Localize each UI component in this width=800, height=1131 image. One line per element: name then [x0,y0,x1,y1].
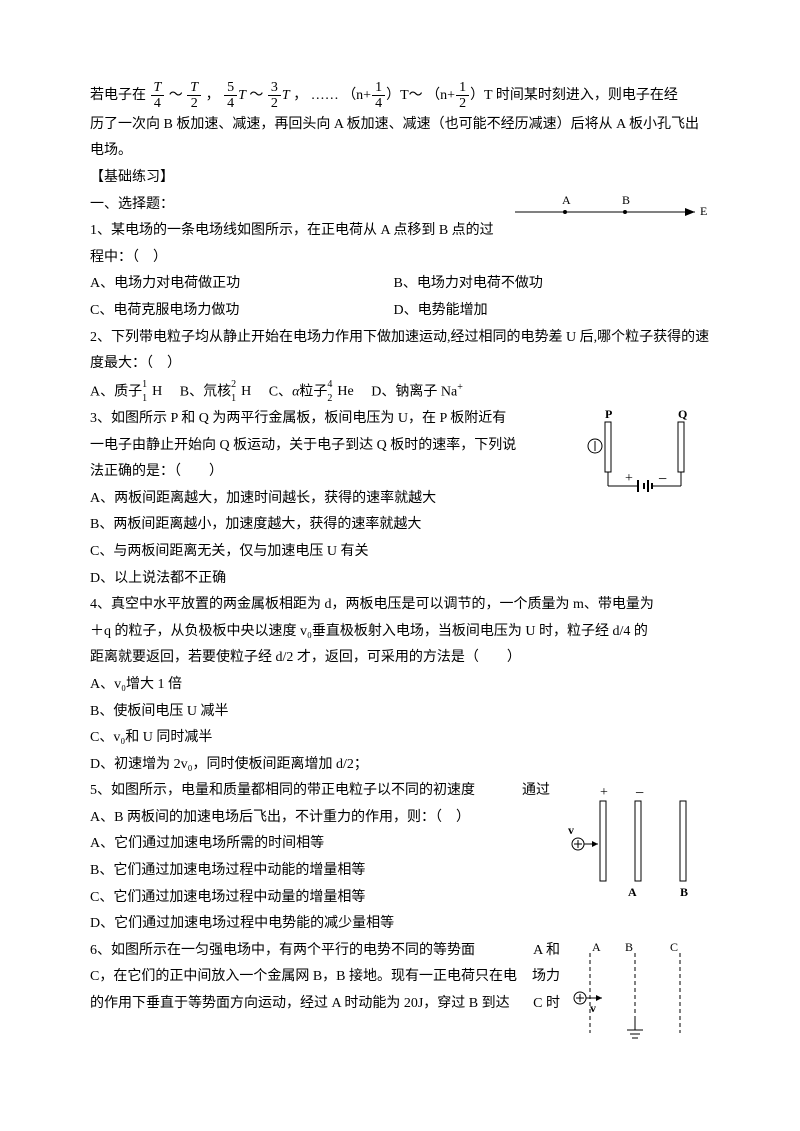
q3-figure: P Q + − [580,406,710,496]
svg-text:A: A [562,193,571,207]
q4-l1: 4、真空中水平放置的两金属板相距为 d，两板电压是可以调节的，一个质量为 m、带… [90,592,710,619]
q1-opt-d: D、电势能增加 [394,303,488,318]
q1-row-ab: A、电场力对电荷做正功 B、电场力对电荷不做功 [90,271,710,298]
svg-text:C: C [670,940,678,954]
svg-text:v: v [590,1001,596,1015]
svg-text:P: P [605,407,612,421]
q1-stem: 1、某电场的一条电场线如图所示，在正电荷从 A 点移到 B 点的过程中：（ ） [90,218,710,271]
intro-prefix: 若电子在 [90,88,146,103]
q4-opt-b: B、使板间电压 U 减半 [90,699,710,726]
section-practice: 【基础练习】 [90,165,710,192]
svg-text:v: v [568,823,574,837]
svg-text:+: + [600,786,608,800]
q1-figure: A B E [510,192,710,222]
q4-opt-a: A、v₀增大 1 倍 [90,672,710,699]
q1-row-cd: C、电荷克服电场力做功 D、电势能增加 [90,298,710,325]
q1-opt-c: C、电荷克服电场力做功 [90,298,390,325]
q4-opt-c: C、v₀和 U 同时减半 [90,725,710,752]
q3-opt-c: C、与两板间距离无关，仅与加速电压 U 有关 [90,539,710,566]
q4-l2: ＋q 的粒子，从负极板中央以速度 v₀垂直极板射入电场，当板间电压为 U 时，粒… [90,619,710,646]
svg-text:+: + [625,471,633,486]
q6-figure: A B C v [570,938,710,1048]
svg-text:B: B [622,193,630,207]
q5-figure: + − v A B [560,786,710,906]
q3-opt-d: D、以上说法都不正确 [90,566,710,593]
svg-text:B: B [625,940,633,954]
q5-opt-d: D、它们通过加速电场过程中电势能的减少量相等 [90,911,710,938]
q1-opt-a: A、电场力对电荷做正功 [90,271,390,298]
svg-text:−: − [635,786,644,802]
intro-para: 若电子在 T4 ～ T2 ， 54T ～ 32T ， …… （n+14）T～ （… [90,80,710,112]
svg-text:A: A [628,885,637,899]
q2-stem: 2、下列带电粒子均从静止开始在电场力作用下做加速运动,经过相同的电势差 U 后,… [90,325,710,378]
svg-text:Q: Q [678,407,687,421]
q3-opt-b: B、两板间距离越小，加速度越大，获得的速率就越大 [90,512,710,539]
svg-text:−: − [658,471,667,488]
q4-l3: 距离就要返回，若要使粒子经 d/2 才，返回，可采用的方法是（ ） [90,645,710,672]
svg-text:E: E [700,204,707,218]
q2-options: A、质子11H B、氘核21H C、α粒子42He D、钠离子 Na+ [90,378,710,406]
q1-opt-b: B、电场力对电荷不做功 [394,276,543,291]
intro-line2: 历了一次向 B 板加速、减速，再回头向 A 板加速、减速（也可能不经历减速）后将… [90,112,710,165]
svg-text:B: B [680,885,688,899]
svg-text:A: A [592,940,601,954]
q4-opt-d: D、初速增为 2v₀，同时使板间距离增加 d/2； [90,752,710,779]
